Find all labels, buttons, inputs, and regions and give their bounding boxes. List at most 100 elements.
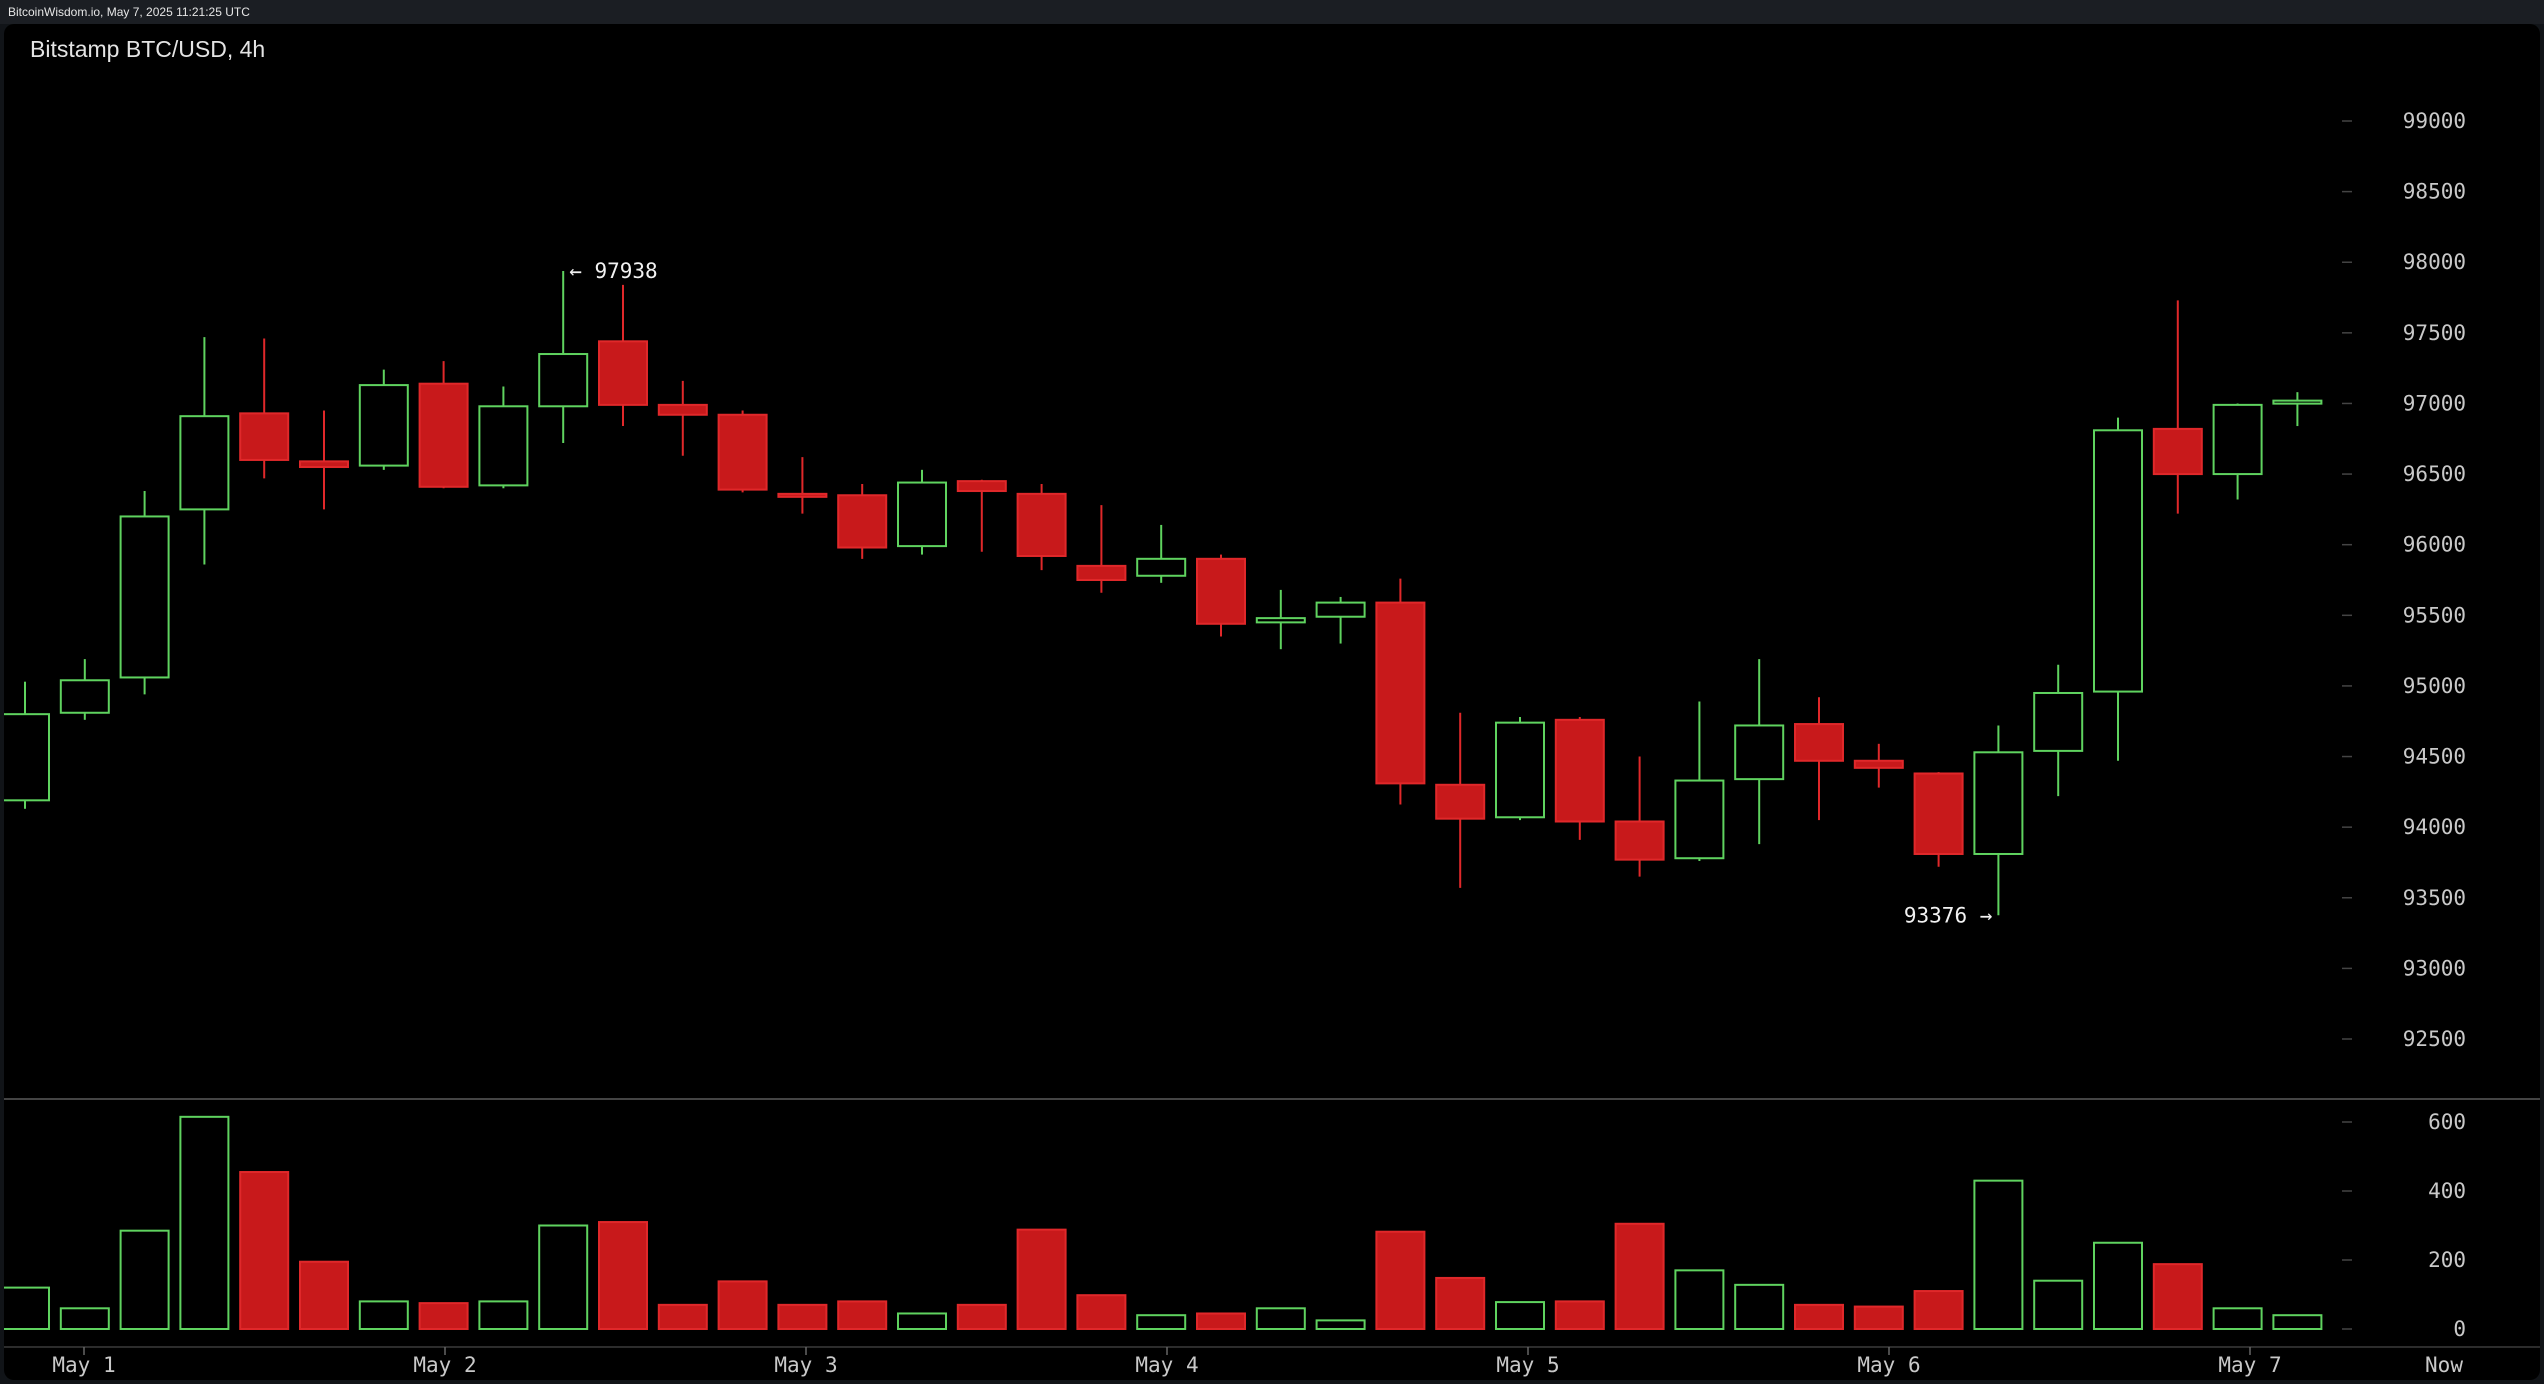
candle-body [299, 460, 349, 469]
price-tick-label: 95000 [2403, 674, 2466, 698]
price-tick-label: 93500 [2403, 886, 2466, 910]
volume-bar [1375, 1230, 1426, 1330]
price-tick-label: 94500 [2403, 745, 2466, 769]
candle [717, 410, 768, 493]
candle [956, 479, 1007, 552]
candle-body [598, 340, 648, 406]
volume-bar [777, 1303, 828, 1330]
volume-bar [119, 1229, 170, 1331]
top-bar: BitcoinWisdom.io, May 7, 2025 11:21:25 U… [0, 0, 2544, 24]
candle-body [1554, 718, 1605, 823]
candle-body [1973, 751, 2024, 855]
candles [4, 270, 2323, 916]
volume-bar [1315, 1319, 1366, 1330]
price-tick-label: 92500 [2403, 1027, 2466, 1051]
candle-body [1913, 772, 1964, 855]
candle-body [538, 353, 589, 408]
candle [1136, 524, 1187, 583]
candle [1255, 589, 1306, 650]
price-tick-label: 99000 [2403, 109, 2466, 133]
volume-tick-label: 200 [2428, 1248, 2466, 1272]
time-tick-label: May 3 [774, 1353, 837, 1377]
candle [179, 337, 230, 565]
volume-bar [239, 1171, 290, 1331]
price-tick-label: 95500 [2403, 603, 2466, 627]
chart-title: Bitstamp BTC/USD, 4h [30, 36, 266, 62]
volume-bar [1255, 1307, 1306, 1331]
candle-body [1495, 721, 1545, 819]
candle-body [956, 480, 1007, 493]
volume-bar [956, 1303, 1007, 1330]
candle-body [1614, 820, 1665, 861]
price-tick-label: 96500 [2403, 462, 2466, 486]
volume-bar [1554, 1300, 1605, 1331]
volume-bar [2033, 1279, 2084, 1330]
price-tick-label: 97500 [2403, 321, 2466, 345]
volume-bar [2212, 1307, 2263, 1331]
price-tick-label: 98000 [2403, 250, 2466, 274]
candle [358, 369, 409, 470]
time-tick-label: May 2 [413, 1353, 476, 1377]
candle-body [837, 494, 888, 549]
volume-bar [179, 1115, 230, 1330]
volume-bar [1794, 1303, 1844, 1330]
candle [119, 491, 170, 695]
candle [2033, 664, 2084, 797]
price-tick-label: 96000 [2403, 533, 2466, 557]
candle [478, 386, 529, 489]
volume-tick-label: 400 [2428, 1179, 2466, 1203]
candle [2272, 392, 2323, 427]
candle [1913, 772, 1964, 867]
candle-body [1255, 617, 1306, 624]
candle-body [1196, 557, 1246, 625]
time-tick-label: May 5 [1496, 1353, 1559, 1377]
candle-body [1076, 564, 1127, 582]
candle [1375, 578, 1426, 805]
price-tick-label: 98500 [2403, 180, 2466, 204]
volume-bar [1913, 1290, 1964, 1331]
candle-body [657, 403, 708, 416]
volume-bar [1136, 1314, 1187, 1330]
volume-bar [1973, 1179, 2024, 1331]
volume-bar [1076, 1294, 1127, 1330]
candle-body [1136, 557, 1187, 577]
candle [239, 338, 290, 479]
price-axis: 99000 98500 98000 97500 97000 96500 96000 95500… [2342, 109, 2466, 1051]
volume-bar [1196, 1312, 1246, 1330]
time-tick-label: May 1 [52, 1353, 115, 1377]
candle-body [717, 413, 768, 491]
time-tick-label: Now [2425, 1353, 2463, 1377]
time-axis: May 1 May 2 May 3 May 4 May 5 May 6 May 7 Now [52, 1347, 2463, 1377]
candle [418, 361, 469, 489]
candle [1016, 483, 1067, 571]
chart-panel: 99000 98500 98000 97500 97000 96500 96000 95500… [4, 24, 2540, 1380]
volume-bar [358, 1300, 409, 1331]
candle-body [418, 382, 469, 488]
candle [897, 469, 947, 555]
candle-body [358, 384, 409, 467]
candle-body [777, 492, 828, 498]
candle [1554, 716, 1605, 840]
price-tick-label: 94000 [2403, 815, 2466, 839]
candlestick-chart[interactable]: 99000 98500 98000 97500 97000 96500 96000 95500… [4, 24, 2540, 1380]
candle [1495, 716, 1545, 821]
volume-tick-label: 600 [2428, 1110, 2466, 1134]
volume-bar [418, 1302, 469, 1330]
volume-bar [299, 1260, 349, 1330]
candle [1734, 659, 1785, 845]
candle [598, 284, 648, 427]
candle-body [179, 415, 230, 511]
candle-body [2033, 691, 2084, 752]
candle-body [1853, 759, 1904, 769]
price-tick-label: 93000 [2403, 956, 2466, 980]
candle-body [1016, 492, 1067, 557]
volume-bar [1614, 1222, 1665, 1331]
candle-body [2093, 429, 2143, 693]
candle-body [59, 679, 110, 714]
candle [1435, 712, 1486, 888]
volume-bar [2272, 1314, 2323, 1330]
volume-bar [1016, 1228, 1067, 1331]
candle [837, 483, 888, 559]
volume-bar [1734, 1283, 1785, 1330]
candle [2212, 403, 2263, 500]
